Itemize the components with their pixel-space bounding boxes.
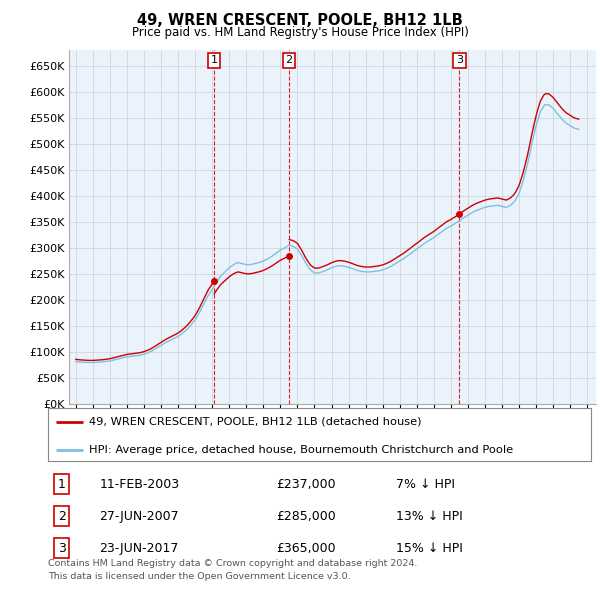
Text: 1: 1 [58, 478, 65, 491]
Text: 15% ↓ HPI: 15% ↓ HPI [395, 542, 463, 555]
Text: 49, WREN CRESCENT, POOLE, BH12 1LB: 49, WREN CRESCENT, POOLE, BH12 1LB [137, 13, 463, 28]
Text: This data is licensed under the Open Government Licence v3.0.: This data is licensed under the Open Gov… [48, 572, 350, 581]
Text: 13% ↓ HPI: 13% ↓ HPI [395, 510, 462, 523]
Text: £237,000: £237,000 [276, 478, 335, 491]
Text: 2: 2 [58, 510, 65, 523]
Text: 1: 1 [211, 55, 217, 65]
Text: 27-JUN-2007: 27-JUN-2007 [100, 510, 179, 523]
Text: 11-FEB-2003: 11-FEB-2003 [100, 478, 180, 491]
Text: 49, WREN CRESCENT, POOLE, BH12 1LB (detached house): 49, WREN CRESCENT, POOLE, BH12 1LB (deta… [89, 417, 421, 427]
Text: HPI: Average price, detached house, Bournemouth Christchurch and Poole: HPI: Average price, detached house, Bour… [89, 445, 513, 455]
Text: 7% ↓ HPI: 7% ↓ HPI [395, 478, 455, 491]
Text: 3: 3 [58, 542, 65, 555]
Text: Price paid vs. HM Land Registry's House Price Index (HPI): Price paid vs. HM Land Registry's House … [131, 26, 469, 39]
Text: 2: 2 [286, 55, 292, 65]
Text: £365,000: £365,000 [276, 542, 335, 555]
Text: 3: 3 [456, 55, 463, 65]
Text: Contains HM Land Registry data © Crown copyright and database right 2024.: Contains HM Land Registry data © Crown c… [48, 559, 418, 568]
Text: 23-JUN-2017: 23-JUN-2017 [100, 542, 179, 555]
Text: £285,000: £285,000 [276, 510, 336, 523]
